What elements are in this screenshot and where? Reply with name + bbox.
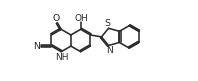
Text: S: S [104,19,110,28]
Text: N: N [106,46,113,55]
Text: O: O [52,14,59,23]
Text: N: N [33,42,40,51]
Text: NH: NH [55,53,69,62]
Text: OH: OH [74,14,88,23]
